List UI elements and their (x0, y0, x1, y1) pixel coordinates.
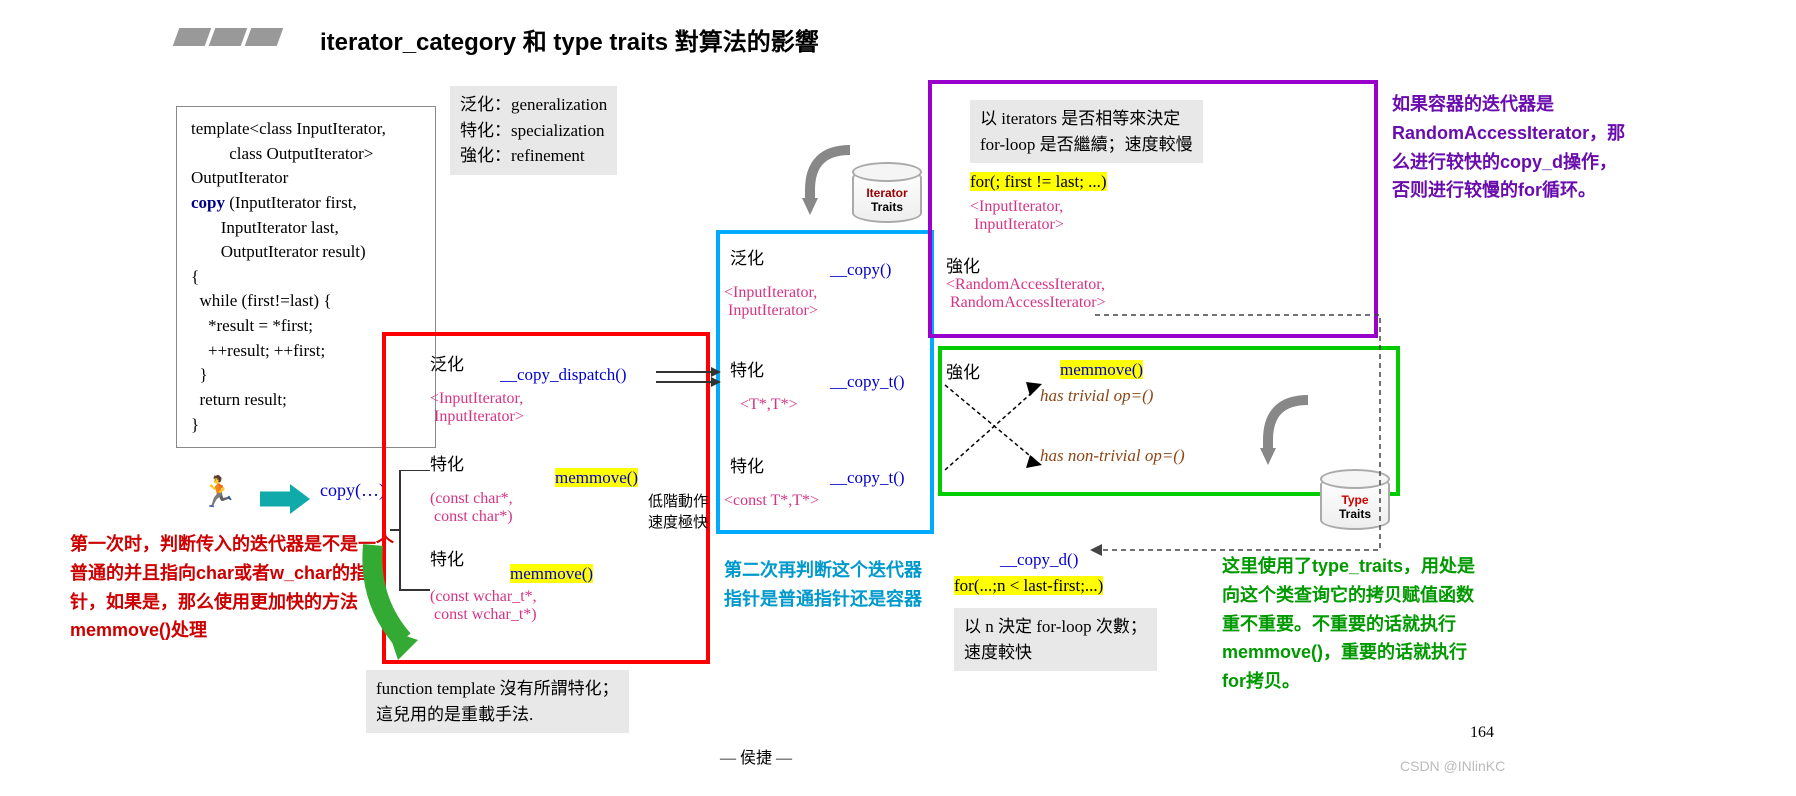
code-l6: OutputIterator result) (191, 240, 421, 265)
annotation-green: 这里使用了type_traits，用处是向这个类查询它的拷贝赋值函数重不重要。不… (1222, 552, 1482, 696)
page-title: iterator_category 和 type traits 對算法的影響 (320, 22, 819, 57)
code-l2: class OutputIterator> (191, 142, 421, 167)
iter-equal-note: 以 iterators 是否相等來決定 for-loop 是否繼續；速度較慢 (970, 100, 1203, 163)
glossary-l1: 泛化：generalization (460, 92, 607, 118)
code-l1: template<class InputIterator, (191, 117, 421, 142)
dashed-path (1090, 310, 1390, 560)
copy-tpl: <InputIterator, InputIterator> (724, 284, 818, 320)
spec-label-4: 特化 (730, 452, 764, 477)
title-decor (176, 28, 284, 51)
strong-label-1: 強化 (946, 252, 980, 277)
memmove-2-tpl: (const wchar_t*, const wchar_t*) (430, 588, 537, 624)
copy-t2-tpl: <const T*,T*> (724, 492, 819, 510)
memmove-2: memmove() (510, 564, 593, 583)
glossary-box: 泛化：generalization 特化：specialization 強化：r… (450, 86, 617, 175)
annotation-purple: 如果容器的迭代器是RandomAccessIterator，那么进行较快的cop… (1392, 90, 1632, 205)
bracket-left (390, 470, 440, 600)
copy-t1: __copy_t() (830, 372, 905, 392)
gen-label-2: 泛化 (730, 244, 764, 269)
for-first-last: for(; first != last; ...) (970, 172, 1107, 191)
code-l3: OutputIterator (191, 166, 421, 191)
page-number: 164 (1470, 724, 1494, 742)
rand-tpl: <RandomAccessIterator, RandomAccessItera… (946, 276, 1106, 312)
runner-icon: 🏃 (200, 475, 237, 510)
iterator-traits-icon: IteratorTraits (852, 168, 922, 223)
annotation-red: 第一次时，判断传入的迭代器是不是一个普通的并且指向char或者w_char的指针… (70, 530, 400, 645)
copy-fn: __copy() (830, 260, 891, 280)
copy-call: copy(…) (320, 480, 385, 501)
copy-t1-tpl: <T*,T*> (740, 396, 798, 414)
curve-arrow-1 (800, 140, 860, 220)
func-template-note: function template 沒有所謂特化； 這兒用的是重載手法. (366, 670, 629, 733)
big-arrow-icon (260, 484, 310, 514)
copy-dispatch-fn: __copy_dispatch() (500, 365, 627, 385)
copy-d-note: 以 n 決定 for-loop 次數； 速度較快 (954, 608, 1157, 671)
copy-d-code: for(...;n < last-first;...) (954, 576, 1103, 595)
gen-label-1: 泛化 (430, 350, 464, 375)
it-l1: Iterator (866, 186, 907, 200)
glossary-l2: 特化：specialization (460, 118, 607, 144)
code-fn: copy (191, 193, 225, 212)
spec-label-3: 特化 (730, 356, 764, 381)
code-l8: while (first!=last) { (191, 289, 421, 314)
code-l4r: (InputIterator first, (225, 193, 357, 212)
copy-dispatch-tpl: <InputIterator, InputIterator> (430, 390, 524, 426)
annotation-cyan: 第二次再判断这个迭代器指针是普通指针还是容器 (724, 556, 934, 614)
memmove-1-tpl: (const char*, const char*) (430, 490, 513, 526)
glossary-l3: 強化：refinement (460, 143, 607, 169)
copy-d: __copy_d() (1000, 550, 1078, 570)
memmove-1: memmove() (555, 468, 638, 487)
watermark: CSDN @INlinKC (1400, 758, 1505, 774)
code-l5: InputIterator last, (191, 216, 421, 241)
it-l2: Traits (871, 200, 903, 214)
footer-author: — 侯捷 — (720, 744, 792, 768)
for-tpl: <InputIterator, InputIterator> (970, 198, 1064, 234)
arrows-stage12 (656, 360, 726, 540)
code-l7: { (191, 265, 421, 290)
copy-t2: __copy_t() (830, 468, 905, 488)
